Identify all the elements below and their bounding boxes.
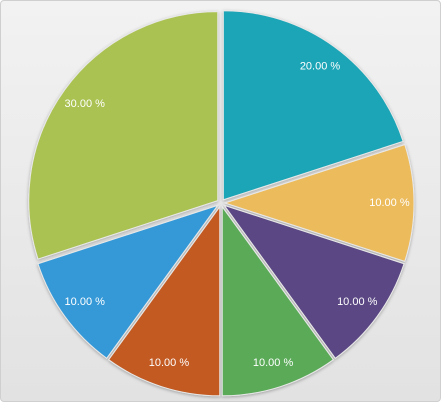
pie-slice [222,204,405,359]
data-label: 10.00 % [149,357,190,369]
pie-slice [222,10,404,201]
data-label: 10.00 % [253,357,294,369]
pie-slice [37,204,220,359]
data-label: 20.00 % [300,61,341,73]
pie-slice [28,11,219,260]
data-label: 10.00 % [337,296,378,308]
pie-slice [221,205,335,397]
pie-slice [223,143,415,263]
pie [28,10,415,397]
data-label: 30.00 % [65,98,106,110]
pie-slice [107,205,221,397]
data-label: 10.00 % [65,296,106,308]
data-label: 10.00 % [369,197,410,209]
